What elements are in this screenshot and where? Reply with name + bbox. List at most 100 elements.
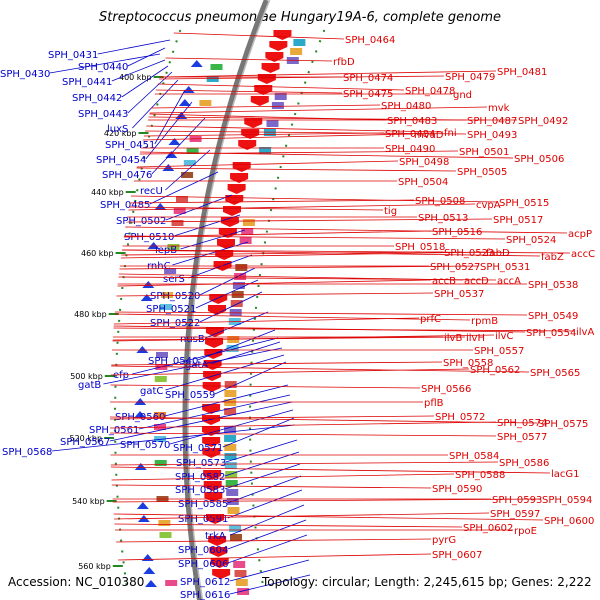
- right-gene-label: ilvH: [466, 333, 485, 344]
- right-label-leader: [112, 498, 542, 503]
- right-label-leader: [110, 384, 421, 389]
- cog-feature-block: [224, 390, 237, 397]
- forward-gene-arrow: [205, 327, 224, 337]
- cog-feature-block: [230, 300, 243, 307]
- right-gene-label: SPH_0554: [526, 328, 576, 339]
- right-gene-label: mvaD: [414, 130, 444, 141]
- reverse-gene-arrow: [190, 60, 203, 67]
- right-gene-label: SPH_0574: [497, 418, 547, 429]
- right-gene-label: rpoE: [514, 526, 537, 537]
- right-label-leader: [121, 251, 444, 256]
- left-gene-label: SPH_0443: [78, 109, 128, 120]
- forward-gene-arrow: [206, 514, 225, 524]
- left-label-leader: [225, 439, 298, 463]
- forward-gene-arrow: [204, 492, 223, 502]
- left-label-leader: [165, 149, 211, 191]
- right-label-leader: [157, 83, 405, 91]
- right-label-leader: [113, 327, 576, 332]
- kbp-tick-label: 520 kbp: [69, 434, 102, 443]
- genome-summary-text: Topology: circular; Length: 2,245,615 bp…: [262, 575, 592, 589]
- right-label-leader: [116, 292, 434, 297]
- right-label-leader: [146, 125, 444, 133]
- right-gene-label: SPH_0498: [399, 157, 449, 168]
- left-gene-label: SPH_0485: [100, 200, 150, 211]
- right-gene-label: SPH_0480: [381, 101, 431, 112]
- left-gene-label: SPH_0476: [102, 170, 152, 181]
- forward-gene-arrow: [203, 470, 222, 480]
- right-gene-label: SPH_0474: [343, 73, 393, 84]
- right-label-leader: [118, 553, 432, 561]
- right-label-leader: [159, 70, 497, 78]
- right-label-leader: [117, 279, 432, 287]
- left-label-leader: [173, 214, 241, 237]
- right-label-leader: [109, 421, 497, 429]
- cog-feature-block: [224, 381, 237, 388]
- right-gene-label: SPH_0531: [480, 262, 530, 273]
- reverse-gene-arrow: [182, 86, 195, 93]
- right-gene-label: accC: [571, 249, 595, 260]
- right-gene-label: SPH_0600: [544, 516, 594, 527]
- cog-feature-block: [154, 412, 166, 418]
- right-label-leader: [110, 466, 551, 474]
- right-label-leader: [109, 416, 538, 424]
- reverse-gene-arrow: [154, 203, 167, 210]
- cog-feature-block: [224, 435, 237, 442]
- left-label-leader: [169, 409, 294, 445]
- reverse-gene-arrow: [143, 567, 156, 574]
- cog-feature-block: [171, 220, 184, 226]
- right-label-leader: [112, 334, 495, 342]
- left-label-leader: [138, 394, 291, 430]
- cog-feature-block: [206, 76, 219, 82]
- cog-feature-block: [156, 352, 168, 358]
- left-gene-label: gatC: [140, 386, 163, 397]
- reverse-gene-arrow: [136, 502, 149, 509]
- kbp-tick-label: 500 kbp: [70, 372, 103, 381]
- reverse-gene-arrow: [144, 580, 157, 587]
- cog-feature-block: [226, 345, 239, 352]
- left-gene-label: SPH_0440: [78, 62, 128, 73]
- right-gene-label: SPH_0490: [385, 144, 435, 155]
- cog-feature-block: [235, 579, 248, 586]
- right-gene-label: SPH_0557: [474, 346, 524, 357]
- reverse-gene-arrow: [141, 554, 154, 561]
- right-gene-label: SPH_0538: [528, 280, 578, 291]
- right-gene-label: SPH_0478: [405, 86, 455, 97]
- kbp-tick-label: 420 kbp: [104, 129, 137, 138]
- left-gene-label: SPH_0540: [148, 356, 198, 367]
- right-gene-labels: SPH_0464 rfbD SPH_0474 SPH_0479 SPH_0481 SPH_…: [109, 32, 595, 561]
- right-gene-label: fabZ: [541, 252, 564, 263]
- right-gene-label: acpP: [568, 229, 592, 240]
- forward-gene-arrow: [202, 382, 221, 392]
- right-label-leader: [142, 133, 414, 141]
- left-gene-label: SPH_0442: [72, 93, 122, 104]
- right-gene-label: SPH_0577: [497, 432, 547, 443]
- right-label-leader: [111, 473, 455, 481]
- cog-feature-block: [164, 268, 177, 274]
- right-label-leader: [121, 249, 541, 257]
- forward-gene-arrow: [202, 437, 221, 447]
- right-label-leader: [121, 249, 571, 254]
- right-gene-label: cvpA: [476, 200, 501, 211]
- cog-feature-block: [271, 102, 284, 109]
- left-gene-label: SPH_0559: [165, 390, 215, 401]
- left-gene-label: SPH_0604: [178, 545, 228, 556]
- right-label-leader: [118, 276, 497, 281]
- cog-feature-block: [158, 520, 171, 526]
- right-gene-label: pyrG: [432, 535, 456, 546]
- left-gene-label: SPH_0573: [176, 458, 226, 469]
- right-label-leader: [173, 32, 345, 40]
- left-gene-label: rnhC: [147, 261, 171, 272]
- right-gene-label: SPH_0572: [435, 412, 485, 423]
- right-gene-label: SPH_0492: [518, 116, 568, 127]
- right-gene-label: rfbD: [333, 57, 355, 68]
- forward-gene-arrow: [265, 52, 284, 62]
- right-gene-label: accD: [464, 276, 489, 287]
- left-label-leader: [227, 534, 308, 564]
- right-gene-label: SPH_0590: [432, 484, 482, 495]
- forward-gene-arrow: [257, 74, 276, 84]
- right-gene-label: ilvC: [495, 331, 513, 342]
- right-label-leader: [148, 116, 467, 121]
- cog-feature-block: [154, 376, 167, 382]
- forward-gene-arrow: [212, 569, 231, 579]
- right-label-leader: [145, 130, 467, 135]
